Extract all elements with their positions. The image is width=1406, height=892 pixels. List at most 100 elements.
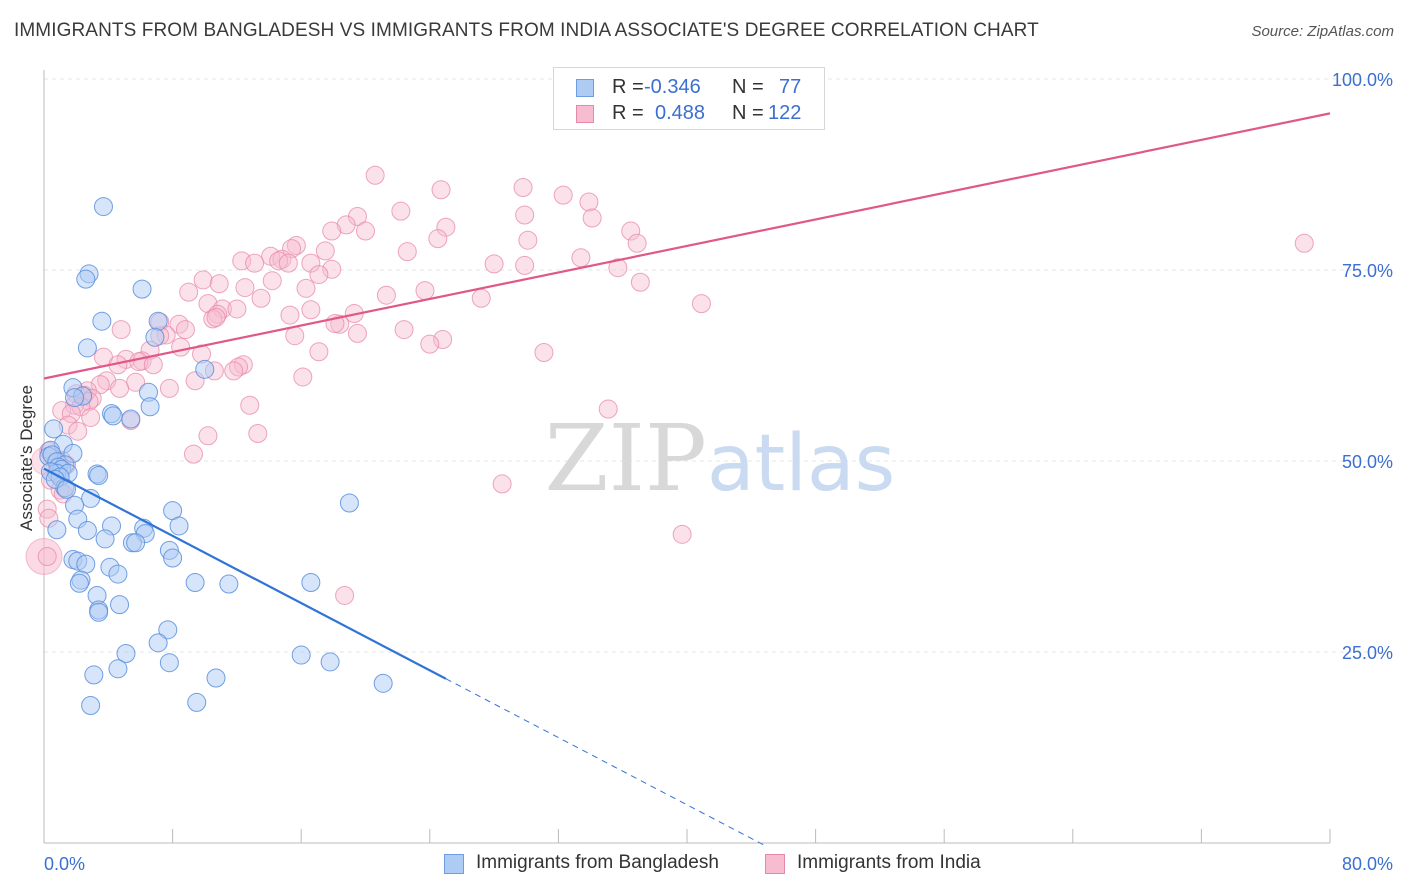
data-point-bangladesh [108,564,128,584]
data-point-bangladesh [140,397,160,417]
data-point-india [436,217,456,237]
data-point-bangladesh [185,572,205,592]
chart-title: IMMIGRANTS FROM BANGLADESH VS IMMIGRANTS… [14,20,1039,41]
data-point-india [608,258,628,278]
data-point-bangladesh [81,695,101,715]
data-point-india [206,307,226,327]
bangladesh-swatch [576,79,594,97]
data-point-india [233,355,253,375]
data-point-bangladesh [159,653,179,673]
data-point-india [356,221,375,241]
watermark-atlas: atlas [707,419,896,509]
data-point-india [293,367,313,387]
data-point-bangladesh [219,574,239,594]
data-point-bangladesh [89,466,109,486]
data-point-india [248,423,268,443]
data-point-bangladesh [132,279,152,299]
data-point-bangladesh [195,359,215,379]
data-point-india [183,444,203,464]
data-point-bangladesh [116,644,136,664]
data-point-india [627,233,647,253]
bangladesh-legend-swatch [444,854,464,874]
data-point-india [598,399,618,419]
data-point-bangladesh [187,692,207,712]
r-value: -0.346 [644,76,701,98]
india-swatch [576,105,594,123]
data-point-india [691,294,711,314]
data-point-india [621,221,641,241]
data-point-india [169,314,189,334]
data-point-india [534,343,554,363]
data-point-bangladesh [44,419,64,439]
correlation-legend: R = -0.346 N = 77 R = 0.488 N = 122 [553,67,825,130]
data-point-bangladesh [89,602,109,622]
data-point-india [365,165,385,185]
data-point-india [515,205,535,225]
data-point-india [37,547,57,566]
data-point-india [336,215,356,235]
legend-label: Immigrants from Bangladesh [476,852,719,873]
data-point-bangladesh [126,533,146,553]
data-point-india [227,299,247,319]
data-point-bangladesh [84,665,104,685]
x-tick-label: 80.0% [1342,854,1393,874]
y-tick-label: 25.0% [1342,643,1393,663]
data-point-bangladesh [206,668,226,688]
data-point-bangladesh [145,327,165,347]
data-point-bangladesh [169,516,189,536]
data-point-india [111,320,131,340]
data-point-india [285,326,305,346]
data-point-india [394,320,414,340]
data-point-india [347,323,367,343]
data-point-india [309,342,329,362]
y-axis-title: Associate's Degree [17,385,36,531]
data-point-bangladesh [148,311,168,331]
y-tick-label: 50.0% [1342,452,1393,472]
data-point-india [81,407,101,427]
data-point-india [179,282,199,302]
data-point-india [515,255,535,275]
data-point-india [203,309,223,329]
watermark: ZIPatlas [545,405,896,512]
data-point-india [672,524,692,544]
data-point-india [110,378,130,398]
data-point-bangladesh [301,572,321,592]
data-point-india [315,241,335,261]
data-point-bangladesh [76,269,96,289]
n-label: N = [732,102,764,124]
data-point-india [579,192,599,212]
data-point-india [159,378,179,398]
n-value: 77 [779,76,802,98]
data-point-bangladesh [373,673,393,693]
data-point-india [431,180,451,200]
data-point-india [428,229,448,249]
data-point-india [518,230,538,250]
data-point-india [376,285,396,305]
legend-label: Immigrants from India [797,852,981,873]
data-point-india [492,474,512,494]
india-legend-swatch [765,854,785,874]
data-point-bangladesh [65,388,85,408]
data-point-bangladesh [291,645,311,665]
watermark-zip: ZIP [545,405,707,512]
data-point-bangladesh [103,406,123,426]
data-point-bangladesh [77,338,97,358]
data-point-bangladesh [93,197,113,217]
source-note: Source: ZipAtlas.com [1251,23,1394,40]
data-point-india [471,288,491,308]
data-point-india [553,185,573,205]
data-point-bangladesh [110,595,130,615]
data-point-bangladesh [148,633,168,653]
data-point-india [193,270,213,290]
data-point-india [301,253,321,273]
data-point-india [143,355,163,375]
data-point-bangladesh [158,620,178,640]
data-point-india [391,201,411,221]
data-point-india [433,330,453,350]
data-point-india [301,300,321,320]
data-point-bangladesh [47,520,67,540]
data-point-india [296,278,316,298]
data-point-india [251,288,271,308]
data-points [25,165,1314,715]
